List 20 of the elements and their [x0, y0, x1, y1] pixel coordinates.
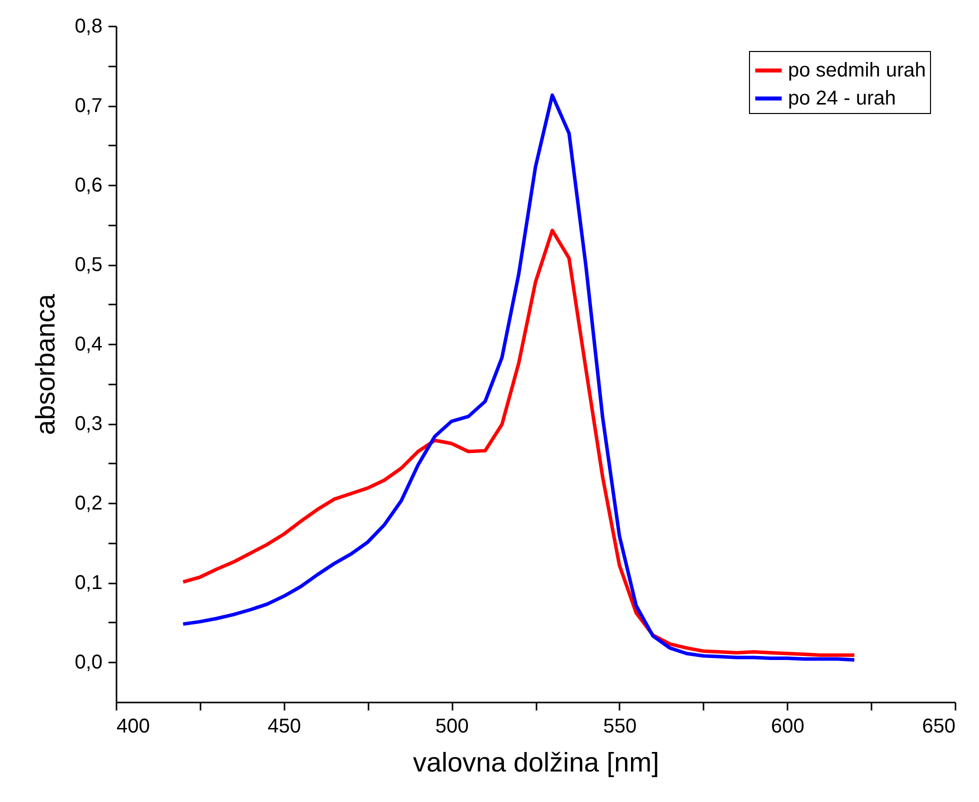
- y-tick-label: 0,4: [74, 334, 102, 356]
- legend-label: po sedmih urah: [788, 60, 926, 82]
- x-tick-label: 600: [771, 716, 804, 738]
- legend-label: po 24 - urah: [788, 88, 896, 110]
- x-tick-label: 400: [116, 716, 150, 738]
- y-tick-label: 0,7: [74, 95, 102, 118]
- x-tick-label: 650: [922, 716, 956, 738]
- x-tick-label: 450: [268, 716, 301, 738]
- y-tick-label: 0,8: [74, 16, 102, 38]
- y-tick-label: 0,2: [74, 492, 102, 515]
- line-series: [181, 228, 856, 657]
- x-tick-label: 550: [603, 716, 637, 738]
- x-tick-label: 500: [435, 716, 469, 738]
- y-tick-label: 0,1: [74, 572, 102, 594]
- y-axis-title: absorbanca: [30, 292, 61, 436]
- y-tick-label: 0,0: [74, 652, 102, 674]
- x-axis-title: valovna dolžina [nm]: [412, 748, 660, 778]
- y-tick-label: 0,3: [74, 413, 102, 436]
- y-tick-label: 0,5: [74, 254, 102, 276]
- y-tick-label: 0,6: [74, 174, 102, 197]
